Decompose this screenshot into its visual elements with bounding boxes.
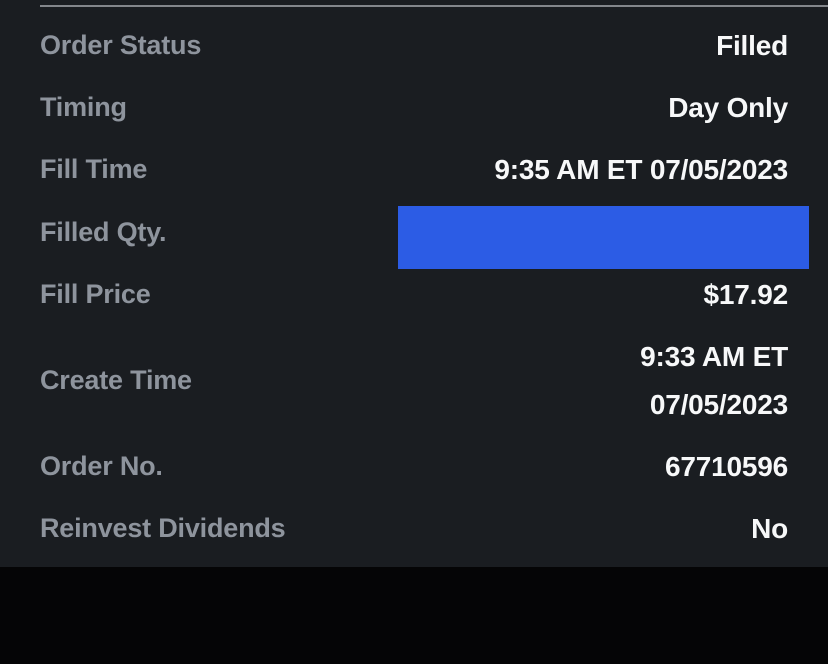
timing-label: Timing bbox=[40, 92, 127, 122]
top-divider bbox=[40, 5, 828, 7]
order-no-label: Order No. bbox=[40, 451, 163, 481]
order-details-rows: Order Status Filled Timing Day Only Fill… bbox=[0, 7, 828, 560]
create-time-value: 9:33 AM ET 07/05/2023 bbox=[640, 340, 788, 420]
reinvest-dividends-value: No bbox=[751, 512, 788, 544]
bottom-black-area bbox=[0, 567, 828, 664]
row-fill-time: Fill Time 9:35 AM ET 07/05/2023 bbox=[40, 139, 788, 201]
reinvest-dividends-label: Reinvest Dividends bbox=[40, 513, 286, 543]
fill-time-value: 9:35 AM ET 07/05/2023 bbox=[494, 153, 788, 185]
fill-price-value: $17.92 bbox=[703, 278, 789, 310]
row-create-time: Create Time 9:33 AM ET 07/05/2023 bbox=[40, 326, 788, 436]
row-order-status: Order Status Filled bbox=[40, 15, 788, 77]
row-reinvest-dividends: Reinvest Dividends No bbox=[40, 498, 788, 560]
fill-price-label: Fill Price bbox=[40, 279, 151, 309]
filled-qty-label: Filled Qty. bbox=[40, 216, 167, 247]
order-status-label: Order Status bbox=[40, 30, 202, 60]
order-details-panel: Order Status Filled Timing Day Only Fill… bbox=[0, 0, 828, 567]
row-filled-qty: Filled Qty. bbox=[40, 201, 809, 269]
create-time-label: Create Time bbox=[40, 365, 192, 395]
order-no-value: 67710596 bbox=[665, 450, 788, 482]
row-timing: Timing Day Only bbox=[40, 77, 788, 139]
row-fill-price: Fill Price $17.92 bbox=[40, 264, 788, 326]
timing-value: Day Only bbox=[668, 91, 788, 123]
filled-qty-redaction-block bbox=[398, 205, 809, 269]
row-order-no: Order No. 67710596 bbox=[40, 436, 788, 498]
fill-time-label: Fill Time bbox=[40, 154, 148, 184]
order-status-value: Filled bbox=[716, 29, 788, 61]
